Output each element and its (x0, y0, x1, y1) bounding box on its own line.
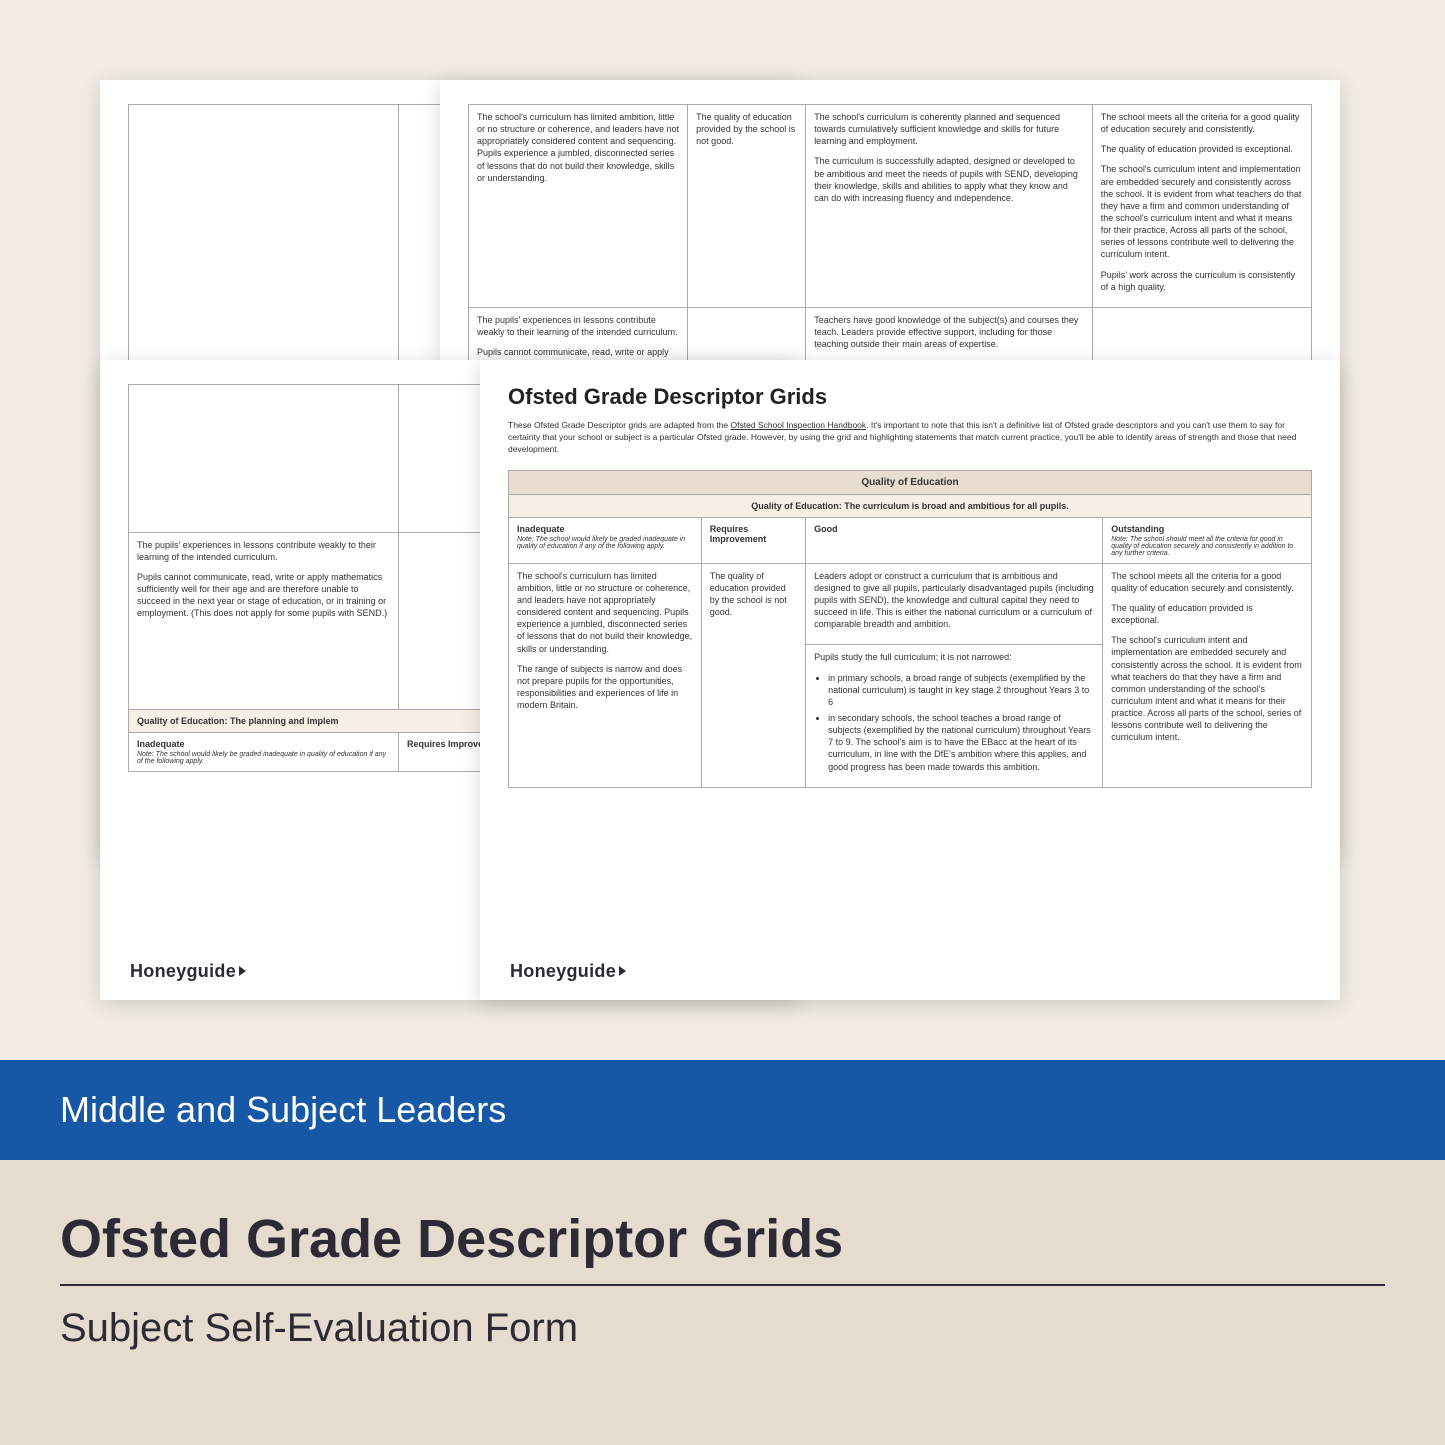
cell-text: Pupils' work across the curriculum is co… (1101, 269, 1303, 293)
cell-text: The pupils' experiences in lessons contr… (477, 314, 679, 338)
cell-list: in primary schools, a broad range of sub… (828, 672, 1094, 773)
cell-text: Pupils study the full curriculum; it is … (814, 651, 1094, 663)
list-item: in secondary schools, the school teaches… (828, 712, 1094, 773)
document-preview-stage: Thamankn Ovputau Teflutooflimcre Amstu T… (0, 0, 1445, 1060)
cell-text: The school's curriculum is coherently pl… (814, 111, 1084, 147)
col-header-requires: Requires Improvement (701, 517, 805, 563)
cell-text: The quality of education provided is exc… (1101, 143, 1303, 155)
descriptor-grid: Quality of Education Quality of Educatio… (508, 470, 1312, 788)
product-title: Ofsted Grade Descriptor Grids (60, 1208, 1385, 1270)
cell-text: The school's curriculum has limited ambi… (477, 111, 679, 184)
cell-text: The quality of education provided by the… (696, 111, 797, 147)
page-front-right: Ofsted Grade Descriptor Grids These Ofst… (480, 360, 1340, 1000)
brand-logo: Honeyguide (510, 961, 626, 982)
col-header-inadequate: InadequateNote: The school would likely … (509, 517, 702, 563)
cell-text: The curriculum is successfully adapted, … (814, 155, 1084, 204)
cell-text: The school's curriculum intent and imple… (1101, 163, 1303, 260)
cell-text: The pupils' experiences in lessons contr… (137, 539, 390, 563)
cell-text: Teachers have good knowledge of the subj… (814, 314, 1084, 350)
title-band: Ofsted Grade Descriptor Grids Subject Se… (0, 1160, 1445, 1445)
cell-text: The school's curriculum has limited ambi… (517, 570, 693, 655)
cell-text: Pupils cannot communicate, read, write o… (137, 571, 390, 620)
cell-text: The school meets all the criteria for a … (1111, 570, 1303, 594)
cell-text: The quality of education provided is exc… (1111, 602, 1303, 626)
col-header-inadequate: InadequateNote: The school would likely … (129, 733, 399, 772)
section-header: Quality of Education (509, 470, 1312, 494)
col-header-good: Good (806, 517, 1103, 563)
divider (60, 1284, 1385, 1286)
doc-intro: These Ofsted Grade Descriptor grids are … (508, 420, 1312, 456)
category-label: Middle and Subject Leaders (60, 1089, 506, 1131)
category-band: Middle and Subject Leaders (0, 1060, 1445, 1160)
cell-text: Leaders adopt or construct a curriculum … (814, 570, 1094, 631)
product-subtitle: Subject Self-Evaluation Form (60, 1306, 1385, 1351)
cell-text: The quality of education provided by the… (710, 570, 797, 619)
brand-logo: Honeyguide (130, 961, 246, 982)
col-header-outstanding: OutstandingNote: The school should meet … (1103, 517, 1312, 563)
cell-text: The range of subjects is narrow and does… (517, 663, 693, 712)
cell-text: The school's curriculum intent and imple… (1111, 634, 1303, 743)
cell-text: The school meets all the criteria for a … (1101, 111, 1303, 135)
doc-title: Ofsted Grade Descriptor Grids (508, 384, 1312, 410)
list-item: in primary schools, a broad range of sub… (828, 672, 1094, 708)
subsection-header: Quality of Education: The curriculum is … (509, 494, 1312, 517)
